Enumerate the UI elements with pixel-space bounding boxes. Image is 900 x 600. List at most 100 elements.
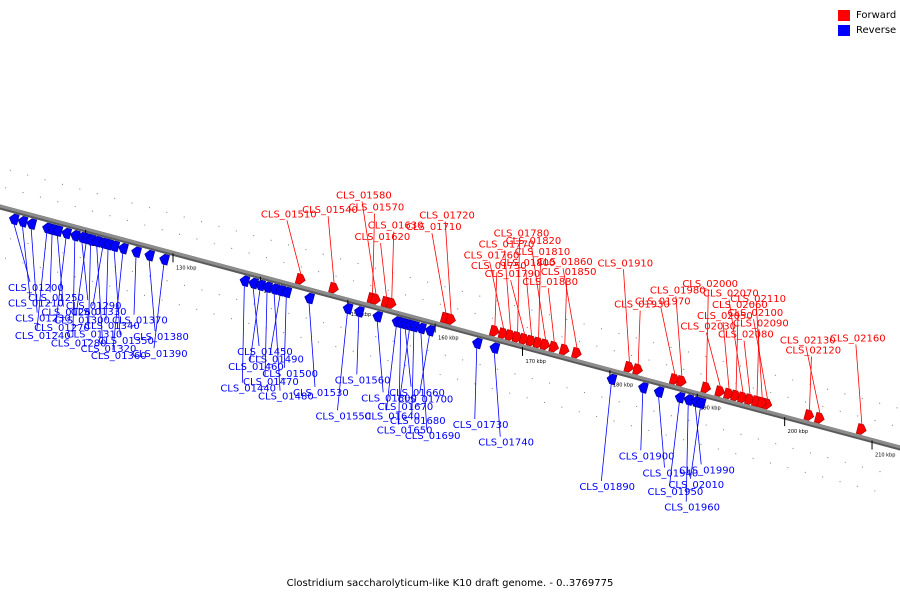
gene-label-CLS_01720: CLS_01720 [419,211,475,222]
gene-leader-CLS_02010 [690,406,701,479]
gene-label-CLS_01820: CLS_01820 [506,236,562,247]
gene-label-CLS_01750: CLS_01750 [471,261,527,272]
gene-leader-CLS_01340 [105,248,109,321]
gene-label-CLS_01780: CLS_01780 [494,228,550,239]
gene-arrow-CLS_01890 [606,373,618,386]
gene-label-CLS_01240: CLS_01240 [15,331,71,342]
gene-label-CLS_01210: CLS_01210 [8,298,64,309]
gene-label-CLS_01830: CLS_01830 [522,277,578,288]
gene-label-CLS_02030: CLS_02030 [680,322,736,333]
gene-leader-CLS_01860 [562,268,578,349]
gene-leader-CLS_01710 [431,233,447,314]
gene-leader-CLS_01270 [55,236,67,323]
gene-arrow-CLS_01950 [674,391,686,404]
gene-label-CLS_01540: CLS_01540 [302,205,358,216]
gene-label-CLS_01650: CLS_01650 [377,426,433,437]
gene-label-CLS_01340: CLS_01340 [84,321,140,332]
gene-label-CLS_01480: CLS_01480 [258,392,314,403]
gene-leader-CLS_01670 [399,328,410,401]
gene-arrow-CLS_01900 [638,382,649,394]
tick-label: 210 kbp [875,453,895,459]
gene-label-CLS_01550: CLS_01550 [315,411,371,422]
gene-leader-CLS_01660 [404,327,412,387]
backbone [0,204,900,449]
gene-arrow-CLS_01450 [248,277,260,290]
gene-leader-CLS_01580 [361,201,377,295]
gene-arrow-CLS_02130 [813,411,825,424]
gene-leader-CLS_02050 [722,321,730,389]
tick-label: 200 kbp [788,429,808,435]
gene-label-CLS_01320: CLS_01320 [81,344,137,355]
gene-leader-CLS_01470 [264,290,268,376]
gene-arrow-CLS_01270 [61,227,73,240]
gene-leader-CLS_01460 [249,288,261,361]
gene-leader-CLS_01900 [640,391,644,451]
gene-leader-CLS_01600 [376,320,384,393]
gene-label-CLS_01930: CLS_01930 [614,300,670,311]
gene-leader-CLS_02110 [755,304,763,398]
gene-label-CLS_01490: CLS_01490 [248,354,304,365]
gene-arrow-CLS_02160 [855,423,867,435]
gene-label-CLS_02050: CLS_02050 [697,311,753,322]
gene-leader-CLS_01680 [411,330,415,416]
gene-leader-CLS_01250 [49,233,53,293]
gene-label-CLS_01390: CLS_01390 [132,349,188,360]
gene-leader-CLS_01990 [694,405,702,465]
gene-leader-CLS_01960 [685,403,689,502]
gene-label-CLS_01980: CLS_01980 [650,285,706,296]
gene-label-CLS_01950: CLS_01950 [647,487,703,498]
forward-swatch [838,10,850,21]
gene-label-CLS_01600: CLS_01600 [361,393,417,404]
gene-label-CLS_01690: CLS_01690 [405,431,461,442]
gene-arrow-CLS_01260 [52,225,64,237]
gene-label-CLS_01970: CLS_01970 [635,296,691,307]
gene-arrow-CLS_01740 [489,342,501,354]
gene-leader-CLS_01970 [660,307,676,375]
gene-label-CLS_01860: CLS_01860 [537,257,593,268]
gene-arrow-CLS_01500 [281,286,293,299]
gene-label-CLS_01310: CLS_01310 [67,330,123,341]
gene-leader-CLS_01720 [444,221,452,315]
gene-arrow-CLS_01280 [70,230,81,242]
genome-caption: Clostridium saccharolyticum-like K10 dra… [286,578,614,589]
gene-leader-CLS_01950 [669,401,680,487]
gene-label-CLS_01770: CLS_01770 [479,239,535,250]
gene-label-CLS_01940: CLS_01940 [643,469,699,480]
gene-arrow-CLS_01580 [370,293,381,305]
gene-leader-CLS_01350 [113,249,121,335]
gene-label-CLS_01250: CLS_01250 [28,293,84,304]
gene-label-CLS_02010: CLS_02010 [668,480,724,491]
gene-leader-CLS_02120 [809,356,812,411]
gene-leader-CLS_01510 [286,220,302,275]
gene-label-CLS_01680: CLS_01680 [390,416,446,427]
gene-leader-CLS_01530 [308,301,316,388]
gene-label-CLS_01570: CLS_01570 [349,202,405,213]
gene-arrow-CLS_01940 [653,386,665,398]
gene-leader-CLS_01230 [30,227,38,313]
gene-label-CLS_02070: CLS_02070 [703,289,759,300]
gene-label-CLS_01900: CLS_01900 [619,451,675,462]
gene-leader-CLS_01480 [273,292,281,391]
gene-leader-CLS_01550 [337,312,348,411]
gene-leader-CLS_01310 [88,243,91,329]
gene-label-CLS_01230: CLS_01230 [15,314,71,325]
gene-leader-CLS_01440 [241,284,245,383]
gene-label-CLS_01990: CLS_01990 [679,465,735,476]
gene-label-CLS_01660: CLS_01660 [389,388,445,399]
gene-leader-CLS_01210 [21,225,31,298]
gene-label-CLS_01890: CLS_01890 [579,482,635,493]
gene-arrow-CLS_01440 [239,275,251,288]
gene-label-CLS_01300: CLS_01300 [54,315,110,326]
tick-label: 190 kbp [700,406,720,412]
gene-leader-CLS_01620 [380,243,387,298]
gene-label-CLS_01380: CLS_01380 [133,332,189,343]
gene-leader-CLS_01380 [148,259,156,332]
gene-leader-CLS_01370 [133,255,137,315]
gene-arrow-CLS_01910 [623,360,635,373]
legend-item-reverse: Reverse [838,23,896,38]
gene-arrow-CLS_01230 [26,218,38,230]
gene-arrow-CLS_01720 [445,313,456,325]
gene-label-CLS_01470: CLS_01470 [243,377,299,388]
gene-leader-CLS_01930 [637,310,641,365]
